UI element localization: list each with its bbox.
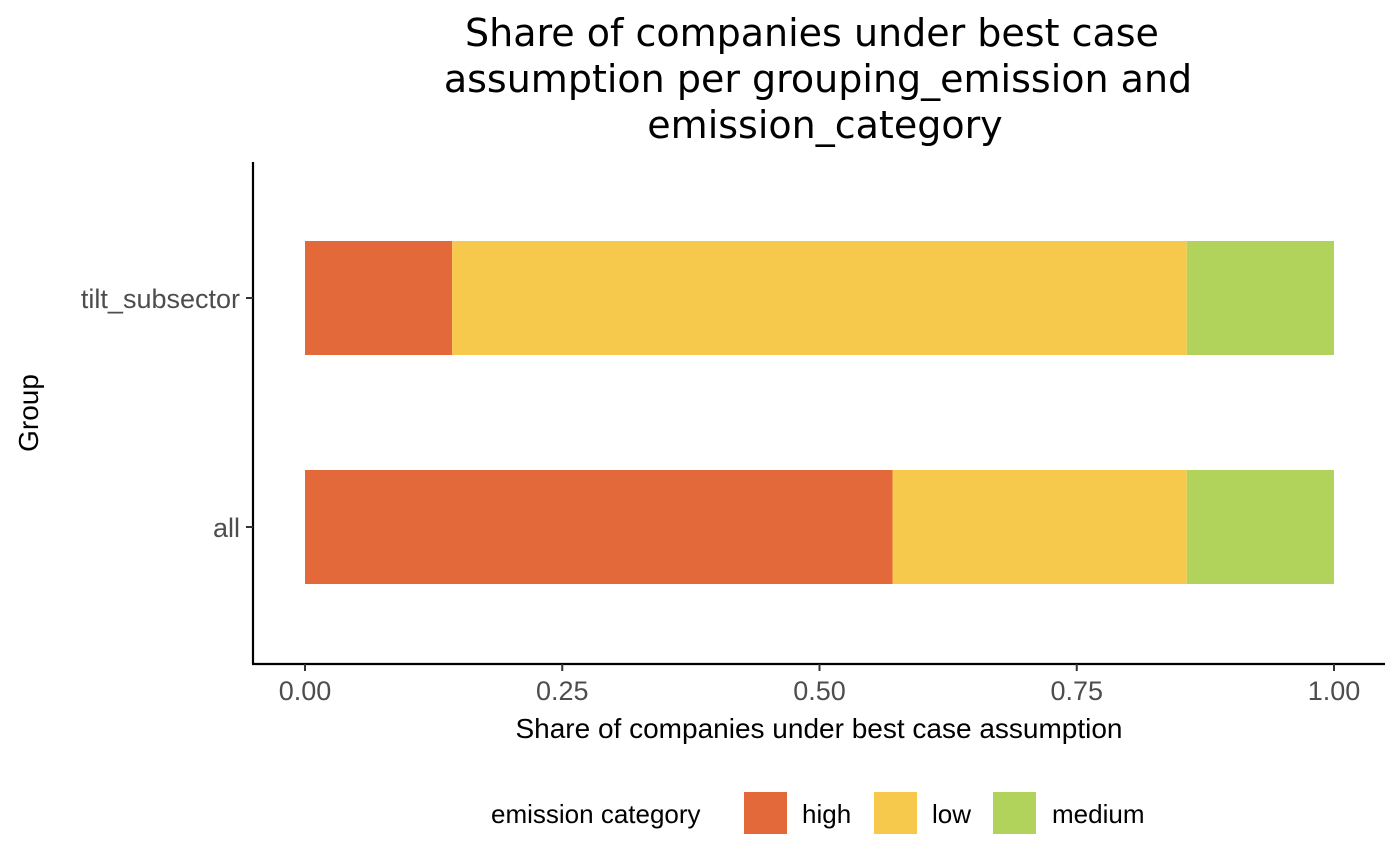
bars-layer <box>305 241 1334 584</box>
bar-tilt-subsector-low <box>452 241 1187 355</box>
x-tick-label-0-75: 0.75 <box>1050 676 1103 706</box>
chart-title-line-1: Share of companies under best case <box>465 11 1159 55</box>
legend-key-medium <box>993 792 1036 834</box>
y-tick-label-all: all <box>213 513 240 543</box>
legend: emission category high low medium <box>491 792 1144 834</box>
bar-all-low <box>892 470 1187 584</box>
x-axis-ticks: 0.00 0.25 0.50 0.75 1.00 <box>279 664 1361 706</box>
legend-label-low: low <box>932 799 971 829</box>
x-axis-title: Share of companies under best case assum… <box>515 713 1122 744</box>
y-tick-label-tilt-subsector: tilt_subsector <box>81 284 240 314</box>
bar-all-medium <box>1186 470 1334 584</box>
legend-key-low <box>874 792 917 834</box>
x-tick-label-0-50: 0.50 <box>793 676 846 706</box>
x-tick-label-0-25: 0.25 <box>536 676 589 706</box>
legend-label-high: high <box>802 799 851 829</box>
chart-title-line-2: assumption per grouping_emission and <box>444 57 1192 101</box>
x-tick-label-0-00: 0.00 <box>279 676 332 706</box>
y-axis-title: Group <box>13 374 44 452</box>
legend-title: emission category <box>491 799 701 829</box>
legend-key-high <box>744 792 787 834</box>
chart-title: Share of companies under best case assum… <box>444 11 1192 147</box>
legend-label-medium: medium <box>1052 799 1144 829</box>
legend-items: high low medium <box>744 792 1144 834</box>
x-tick-label-1-00: 1.00 <box>1308 676 1361 706</box>
bar-tilt-subsector-high <box>305 241 453 355</box>
chart-title-line-3: emission_category <box>647 103 1002 147</box>
bar-all-high <box>305 470 893 584</box>
bar-tilt-subsector-medium <box>1186 241 1334 355</box>
